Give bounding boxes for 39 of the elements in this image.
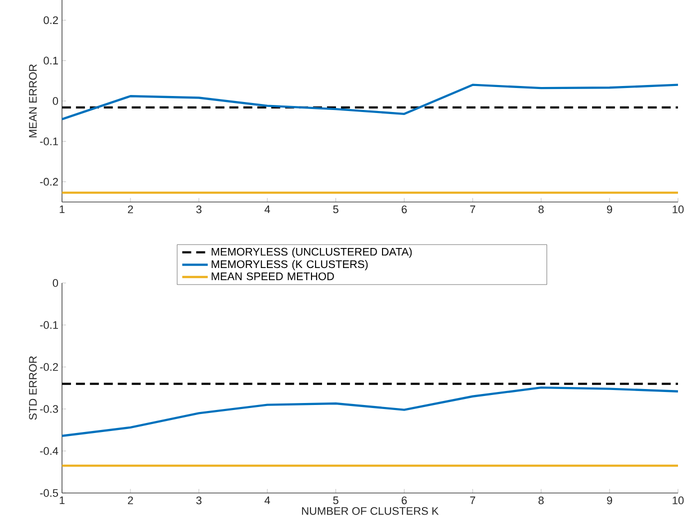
x-tick-label: 7 [470,206,476,214]
x-tick-label: 5 [333,496,338,504]
legend-label: MEMORYLESS (UNCLUSTERED DATA) [212,248,412,258]
x-tick-label: 6 [402,206,407,214]
y-tick-label: 0 [52,279,58,287]
x-tick-label: 3 [196,206,202,214]
x-tick-label: 1 [60,206,65,214]
line-series [60,84,680,120]
x-tick-label: 9 [607,206,612,214]
x-tick-label: 2 [128,206,133,214]
y-tick-label: -0.2 [40,178,58,186]
y-tick-label: -0.1 [40,321,58,329]
y-tick-label: -0.3 [40,405,58,413]
x-tick-label: 8 [538,496,544,504]
x-axis-title: NUMBER OF CLUSTERS K [302,507,439,515]
y-tick-label: 0.2 [44,16,58,24]
x-tick-label: 10 [672,496,684,504]
y-tick-label: -0.5 [40,489,58,497]
legend-label: MEAN SPEED METHOD [212,272,334,280]
line-series [60,386,680,437]
y-tick-label: -0.2 [40,363,58,371]
x-tick-label: 4 [264,206,270,214]
x-tick-label: 4 [264,496,270,504]
x-tick-label: 2 [128,496,133,504]
x-tick-label: 7 [470,496,476,504]
x-tick-label: 6 [402,496,407,504]
y-tick-label: -0.1 [40,138,58,146]
legend-label: MEMORYLESS (K CLUSTERS) [212,260,368,270]
x-tick-label: 8 [538,206,544,214]
y-tick-label: 0 [52,97,58,105]
x-tick-label: 10 [672,206,684,214]
x-tick-label: 5 [333,206,338,214]
y-axis-title: MEAN ERROR [29,64,37,138]
x-tick-label: 1 [60,496,65,504]
y-tick-label: 0.1 [44,56,58,64]
y-tick-label: -0.4 [40,447,58,455]
y-axis-title: STD ERROR [29,356,37,420]
x-tick-label: 3 [196,496,202,504]
x-tick-label: 9 [607,496,612,504]
